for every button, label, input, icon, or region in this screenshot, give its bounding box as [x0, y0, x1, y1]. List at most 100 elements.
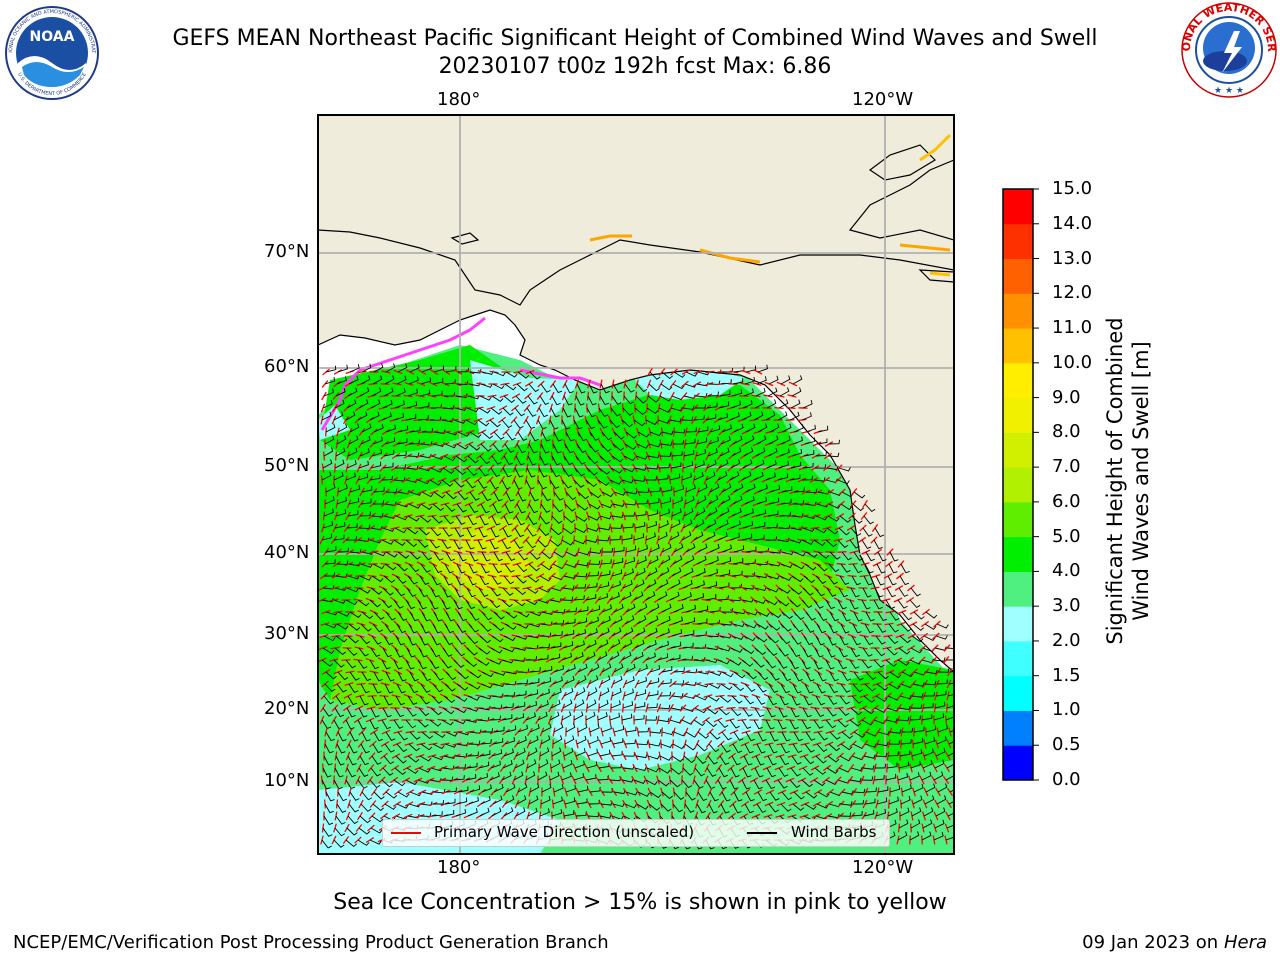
wind-barb: [334, 707, 345, 718]
wind-barb: [588, 443, 599, 453]
wave-direction-arrow: [667, 633, 677, 639]
wind-barb: [813, 779, 826, 787]
wave-direction-arrow: [726, 776, 734, 784]
wind-barb: [349, 484, 361, 493]
wind-barb: [731, 695, 743, 704]
wind-barb: [636, 383, 648, 393]
wind-barb: [540, 795, 551, 805]
wave-direction-arrow: [329, 658, 339, 662]
wave-direction-arrow: [501, 609, 511, 615]
wave-direction-arrow: [564, 487, 568, 497]
wind-barb: [382, 527, 395, 532]
wind-barb: [493, 431, 505, 440]
wave-direction-arrow: [437, 538, 447, 542]
wave-direction-arrow: [785, 477, 795, 483]
wave-direction-arrow: [522, 716, 530, 724]
wave-direction-arrow: [509, 598, 519, 602]
wave-direction-arrow: [489, 669, 499, 675]
wind-barb: [492, 795, 503, 805]
wind-barb: [705, 658, 718, 664]
wind-barb: [803, 695, 813, 706]
wind-barb: [648, 498, 660, 505]
wind-barb: [851, 575, 861, 586]
wind-barb: [371, 635, 382, 645]
wave-direction-arrow: [714, 775, 722, 785]
wind-barb: [335, 573, 348, 578]
wind-barb: [657, 531, 668, 541]
wave-direction-arrow: [489, 729, 499, 735]
wave-direction-arrow: [618, 475, 626, 485]
wave-direction-arrow: [811, 813, 821, 819]
wind-barb: [564, 443, 574, 454]
wind-barb: [539, 747, 550, 757]
wave-direction-arrow: [948, 727, 952, 737]
wind-barb: [769, 791, 780, 801]
wind-barb: [456, 380, 469, 385]
wave-direction-arrow: [526, 548, 534, 556]
wind-barb: [612, 557, 624, 565]
wind-barb: [636, 803, 649, 810]
wave-direction-arrow: [908, 621, 918, 627]
wave-direction-arrow: [465, 668, 475, 676]
wave-direction-arrow: [762, 765, 772, 771]
wind-barb: [348, 497, 360, 505]
wave-direction-arrow: [682, 548, 690, 556]
wave-direction-arrow: [717, 609, 727, 615]
wind-barb: [563, 629, 575, 637]
wave-direction-arrow: [343, 404, 351, 412]
wave-direction-arrow: [761, 719, 771, 721]
wind-barb: [537, 479, 547, 490]
wave-direction-arrow: [608, 415, 612, 425]
wave-direction-arrow: [329, 598, 339, 602]
wind-barb: [537, 419, 547, 430]
wind-barb: [913, 611, 925, 620]
wave-direction-arrow: [476, 441, 486, 447]
wave-direction-arrow: [475, 573, 485, 579]
wind-barb: [575, 455, 586, 465]
wave-direction-arrow: [405, 620, 413, 628]
wave-direction-arrow: [415, 572, 425, 580]
wind-barb: [933, 831, 944, 841]
wind-barb: [717, 719, 729, 728]
wave-direction-arrow: [390, 464, 400, 472]
wind-barb: [587, 515, 600, 521]
wave-direction-arrow: [680, 681, 690, 687]
wind-barb: [585, 479, 598, 487]
wind-barb: [624, 556, 636, 565]
wave-direction-arrow: [345, 511, 351, 521]
wind-barb: [705, 594, 717, 601]
wind-barb: [658, 704, 671, 710]
wave-direction-arrow: [356, 763, 362, 773]
wave-direction-arrow: [586, 679, 592, 689]
wave-direction-arrow: [502, 787, 510, 797]
wave-direction-arrow: [353, 658, 363, 662]
wave-direction-arrow: [513, 610, 523, 614]
wave-direction-arrow: [511, 634, 521, 638]
wave-direction-arrow: [763, 693, 773, 699]
wind-barb: [853, 551, 864, 561]
wind-barb: [334, 647, 346, 656]
wind-barb: [853, 731, 866, 738]
wind-barb: [732, 495, 743, 505]
wind-barb: [502, 587, 514, 596]
wind-barb: [781, 671, 792, 682]
wave-direction-arrow: [634, 739, 640, 749]
wind-barb: [634, 766, 647, 772]
wind-barb: [753, 659, 765, 668]
wave-direction-arrow: [812, 632, 820, 640]
wave-direction-arrow: [716, 382, 726, 386]
wave-direction-arrow: [514, 439, 520, 449]
wind-barb: [539, 455, 549, 466]
wind-barb: [381, 659, 391, 670]
wave-direction-arrow: [474, 476, 482, 484]
wave-direction-arrow: [799, 753, 809, 759]
wave-direction-arrow: [824, 800, 834, 808]
wave-direction-arrow: [600, 547, 604, 557]
wind-barb: [369, 779, 381, 789]
wave-direction-arrow: [787, 453, 797, 459]
wind-barb: [669, 654, 681, 661]
wind-barb: [394, 464, 407, 469]
wind-barb: [504, 623, 517, 630]
wind-barb: [588, 799, 601, 805]
wave-direction-arrow: [404, 742, 414, 746]
